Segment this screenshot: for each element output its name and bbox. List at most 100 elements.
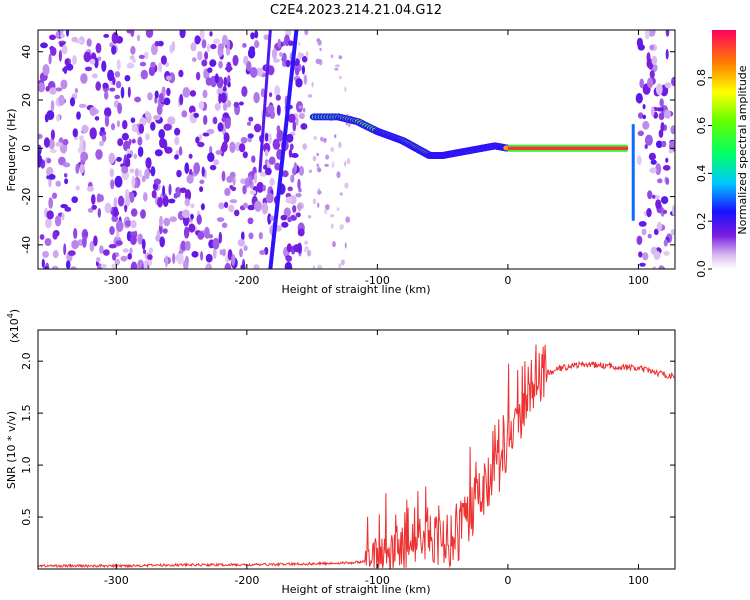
noise-blob bbox=[196, 214, 202, 225]
noise-blob bbox=[219, 249, 224, 256]
noise-blob bbox=[168, 183, 172, 196]
noise-blob bbox=[181, 110, 188, 118]
noise-blob bbox=[298, 42, 301, 46]
noise-blob bbox=[86, 38, 92, 47]
y-tick-label: 40 bbox=[20, 45, 33, 59]
noise-blob bbox=[157, 197, 163, 208]
noise-blob bbox=[147, 254, 153, 260]
noise-blob bbox=[228, 204, 235, 213]
snr-x-label: Height of straight line (km) bbox=[281, 583, 430, 596]
noise-blob bbox=[43, 266, 50, 269]
noise-blob bbox=[159, 236, 165, 248]
noise-blob bbox=[649, 167, 657, 174]
noise-blob bbox=[108, 244, 117, 249]
noise-blob bbox=[240, 136, 248, 144]
noise-blob bbox=[192, 57, 197, 62]
noise-blob bbox=[204, 51, 209, 60]
noise-blob bbox=[295, 78, 303, 88]
noise-blob bbox=[273, 58, 280, 63]
noise-blob bbox=[649, 70, 655, 79]
figure-title: C2E4.2023.214.21.04.G12 bbox=[270, 3, 442, 18]
noise-blob bbox=[81, 124, 89, 134]
noise-blob bbox=[195, 136, 200, 144]
noise-blob bbox=[120, 255, 128, 262]
y-tick-label: 0 bbox=[20, 145, 33, 152]
noise-blob bbox=[174, 154, 179, 160]
noise-blob bbox=[330, 54, 334, 59]
noise-blob bbox=[163, 217, 171, 227]
noise-blob bbox=[116, 120, 120, 128]
noise-blob bbox=[269, 177, 275, 186]
noise-blob bbox=[662, 164, 671, 171]
noise-blob bbox=[55, 87, 63, 92]
noise-blob bbox=[254, 172, 257, 184]
noise-blob bbox=[647, 190, 653, 200]
noise-blob bbox=[653, 250, 661, 260]
noise-blob bbox=[163, 123, 172, 131]
noise-blob bbox=[143, 51, 149, 60]
noise-blob bbox=[158, 129, 165, 139]
noise-blob bbox=[267, 213, 272, 225]
noise-blob bbox=[256, 181, 264, 193]
noise-blob bbox=[202, 89, 208, 99]
noise-blob bbox=[124, 160, 131, 168]
colorbar-tick-label: 0.8 bbox=[695, 69, 708, 87]
colorbar-tick-label: 0.0 bbox=[695, 260, 708, 278]
noise-blob bbox=[247, 217, 254, 225]
y-tick-label: -20 bbox=[20, 188, 33, 206]
noise-blob bbox=[197, 231, 205, 240]
noise-blob bbox=[122, 120, 128, 130]
noise-blob bbox=[184, 198, 191, 207]
noise-blob bbox=[65, 63, 74, 71]
noise-blob bbox=[82, 139, 86, 152]
noise-blob bbox=[286, 133, 294, 143]
noise-blob bbox=[183, 226, 190, 239]
noise-blob bbox=[637, 44, 645, 51]
noise-blob bbox=[297, 228, 305, 237]
noise-blob bbox=[183, 259, 189, 269]
colorbar-tick-label: 0.2 bbox=[695, 212, 708, 230]
x-tick-label: 0 bbox=[504, 274, 511, 287]
noise-blob bbox=[46, 210, 54, 220]
signal-blob bbox=[503, 145, 510, 151]
noise-blob bbox=[46, 110, 55, 121]
noise-blob bbox=[112, 76, 116, 86]
noise-blob bbox=[114, 258, 121, 266]
noise-blob bbox=[198, 100, 205, 110]
noise-blob bbox=[293, 162, 298, 173]
noise-blob bbox=[307, 94, 313, 98]
noise-blob bbox=[91, 73, 98, 79]
spectrogram-frame bbox=[37, 29, 676, 270]
x-tick-label: -300 bbox=[104, 274, 129, 287]
noise-blob bbox=[162, 228, 168, 234]
noise-blob bbox=[214, 103, 221, 111]
noise-blob bbox=[281, 170, 289, 178]
noise-blob bbox=[224, 117, 231, 129]
x-tick-label: 100 bbox=[628, 574, 649, 587]
noise-blob bbox=[297, 242, 302, 254]
noise-blob bbox=[205, 77, 213, 86]
noise-blob bbox=[227, 81, 231, 88]
snr-y-ticks: 0.5 1.0 1.5 2.0 bbox=[20, 352, 675, 526]
noise-blob bbox=[60, 79, 68, 90]
noise-blob bbox=[330, 223, 334, 229]
noise-blob bbox=[316, 38, 321, 43]
noise-blob bbox=[176, 186, 181, 198]
noise-blob bbox=[139, 117, 147, 126]
noise-blob bbox=[103, 249, 110, 256]
noise-blob bbox=[99, 245, 104, 254]
noise-blob bbox=[253, 91, 260, 104]
x-tick-label: 0 bbox=[504, 574, 511, 587]
noise-blob bbox=[650, 159, 657, 165]
noise-blob bbox=[635, 93, 643, 104]
noise-blob bbox=[295, 193, 302, 198]
noise-blob bbox=[247, 121, 251, 126]
noise-blob bbox=[647, 233, 652, 239]
noise-blob bbox=[206, 43, 211, 53]
noise-blob bbox=[324, 208, 328, 215]
noise-blob bbox=[89, 240, 95, 252]
noise-blob bbox=[124, 75, 131, 82]
noise-blob bbox=[301, 55, 308, 63]
noise-blob bbox=[49, 34, 56, 41]
